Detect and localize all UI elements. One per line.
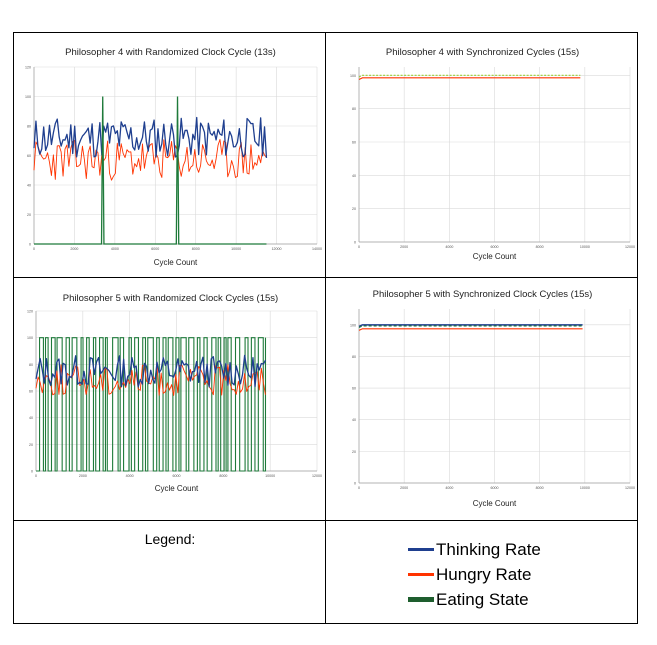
legend-title: Legend: <box>144 531 196 547</box>
chart-svg: Philosopher 4 with Synchronized Cycles (… <box>350 47 635 261</box>
x-tick-label: 4000 <box>445 486 453 490</box>
x-tick-label: 8000 <box>536 486 544 490</box>
series-line-hungry <box>33 139 267 181</box>
y-tick-label: 20 <box>27 213 31 217</box>
x-tick-label: 4000 <box>111 247 119 251</box>
x-tick-label: 8000 <box>536 245 544 249</box>
chart-cell-1: Philosopher 4 with Randomized Clock Cycl… <box>13 32 326 278</box>
figure-grid: Philosopher 4 with Randomized Clock Cycl… <box>13 32 638 624</box>
y-tick-label: 80 <box>352 355 356 359</box>
x-tick-label: 0 <box>33 247 35 251</box>
x-tick-label: 2000 <box>79 474 87 478</box>
chart-title: Philosopher 5 with Randomized Clock Cycl… <box>63 293 278 304</box>
x-tick-label: 12000 <box>625 245 635 249</box>
y-tick-label: 0 <box>29 243 31 247</box>
x-tick-label: 10000 <box>580 245 590 249</box>
legend-swatch-eating <box>408 597 434 602</box>
x-tick-label: 0 <box>358 245 360 249</box>
y-tick-label: 40 <box>27 184 31 188</box>
legend-swatch-thinking <box>408 548 434 551</box>
x-axis-label: Cycle Count <box>473 499 517 508</box>
y-tick-label: 100 <box>350 323 356 327</box>
y-tick-label: 60 <box>352 141 356 145</box>
x-tick-label: 6000 <box>151 247 159 251</box>
x-tick-label: 6000 <box>491 486 499 490</box>
x-tick-label: 12000 <box>625 486 635 490</box>
y-tick-label: 20 <box>29 443 33 447</box>
series-line-hungry <box>35 364 266 396</box>
chart-svg: Philosopher 5 with Synchronized Clock Cy… <box>350 289 635 508</box>
y-tick-label: 0 <box>354 241 356 245</box>
y-tick-label: 20 <box>352 450 356 454</box>
series-line-eating <box>34 96 267 245</box>
x-tick-label: 8000 <box>219 474 227 478</box>
legend-label-eating: Eating State <box>436 590 529 609</box>
y-tick-label: 100 <box>25 95 31 99</box>
chart-svg: Philosopher 5 with Randomized Clock Cycl… <box>27 293 322 493</box>
x-tick-label: 4000 <box>445 245 453 249</box>
y-tick-label: 60 <box>352 387 356 391</box>
y-tick-label: 0 <box>354 482 356 486</box>
x-tick-label: 12000 <box>312 474 322 478</box>
x-tick-label: 10000 <box>265 474 275 478</box>
chart-title: Philosopher 4 with Randomized Clock Cycl… <box>65 47 276 58</box>
series-line-thinking <box>33 116 268 159</box>
y-tick-label: 20 <box>352 207 356 211</box>
y-tick-label: 0 <box>31 470 33 474</box>
y-tick-label: 80 <box>352 107 356 111</box>
y-tick-label: 120 <box>25 66 31 70</box>
x-tick-label: 4000 <box>126 474 134 478</box>
series-line-hungry <box>358 328 583 331</box>
x-tick-label: 0 <box>358 486 360 490</box>
legend-label-thinking: Thinking Rate <box>436 540 541 559</box>
series-line-hungry <box>358 77 581 80</box>
chart-svg: Philosopher 4 with Randomized Clock Cycl… <box>25 47 322 267</box>
y-tick-label: 40 <box>29 416 33 420</box>
series-line-eating <box>358 325 583 329</box>
x-tick-label: 2000 <box>400 486 408 490</box>
y-tick-label: 80 <box>29 363 33 367</box>
y-tick-label: 80 <box>27 125 31 129</box>
series-line-thinking <box>358 324 583 328</box>
y-tick-label: 120 <box>27 310 33 314</box>
series-line-eating <box>358 74 581 78</box>
legend-label-hungry: Hungry Rate <box>436 565 532 584</box>
chart-title: Philosopher 4 with Synchronized Cycles (… <box>386 47 579 58</box>
series-line-eating <box>36 337 267 472</box>
legend-title-cell: Legend: <box>13 520 326 624</box>
x-axis-label: Cycle Count <box>154 258 198 267</box>
legend-swatch-hungry <box>408 573 434 576</box>
x-tick-label: 6000 <box>491 245 499 249</box>
chart-title: Philosopher 5 with Synchronized Clock Cy… <box>373 289 593 300</box>
y-tick-label: 40 <box>352 174 356 178</box>
x-tick-label: 10000 <box>580 486 590 490</box>
x-tick-label: 12000 <box>272 247 282 251</box>
y-tick-label: 60 <box>29 390 33 394</box>
x-tick-label: 0 <box>35 474 37 478</box>
x-axis-label: Cycle Count <box>473 252 517 261</box>
series-line-thinking <box>35 354 267 388</box>
chart-cell-2: Philosopher 4 with Synchronized Cycles (… <box>325 32 638 278</box>
x-axis-label: Cycle Count <box>155 484 199 493</box>
x-tick-label: 6000 <box>173 474 181 478</box>
y-tick-label: 100 <box>27 336 33 340</box>
chart-cell-4: Philosopher 5 with Synchronized Clock Cy… <box>325 277 638 521</box>
x-tick-label: 14000 <box>312 247 322 251</box>
x-tick-label: 8000 <box>192 247 200 251</box>
chart-cell-3: Philosopher 5 with Randomized Clock Cycl… <box>13 277 326 521</box>
x-tick-label: 2000 <box>400 245 408 249</box>
x-tick-label: 2000 <box>70 247 78 251</box>
y-tick-label: 60 <box>27 154 31 158</box>
y-tick-label: 100 <box>350 74 356 78</box>
legend-cell: Thinking Rate Hungry Rate Eating State <box>325 520 638 624</box>
y-tick-label: 40 <box>352 418 356 422</box>
x-tick-label: 10000 <box>231 247 241 251</box>
